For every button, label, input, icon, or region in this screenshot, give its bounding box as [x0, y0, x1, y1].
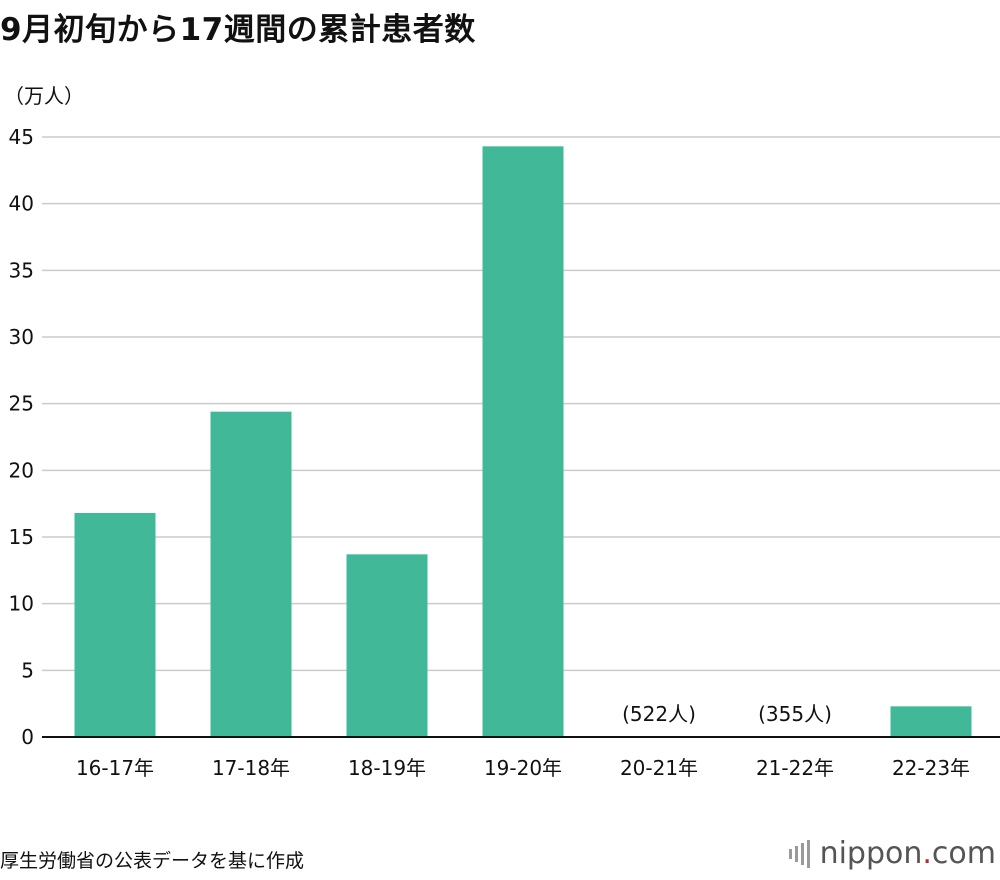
- bar: [346, 554, 428, 737]
- x-tick-label: 17-18年: [212, 756, 290, 780]
- y-tick-label: 15: [9, 525, 34, 549]
- data-label: (522人): [622, 702, 696, 726]
- bar: [210, 411, 292, 737]
- y-tick-label: 40: [9, 192, 34, 216]
- y-tick-label: 5: [21, 658, 34, 682]
- bar: [74, 513, 156, 737]
- y-tick-label: 45: [9, 125, 34, 149]
- y-tick-label: 25: [9, 392, 34, 416]
- source-note: 厚生労働省の公表データを基に作成: [0, 850, 305, 872]
- x-tick-label: 16-17年: [76, 756, 154, 780]
- logo-name: nippon: [819, 836, 923, 871]
- logo-dot: .: [922, 836, 932, 871]
- bar-chart: 0 5 10 15 20 25 30 35 40 45 16-17年 17-18年 18-19年 19-2…: [9, 125, 1000, 780]
- y-tick-label: 35: [9, 258, 34, 282]
- x-tick-label: 22-23年: [892, 756, 970, 780]
- data-label: (355人): [758, 702, 832, 726]
- bar: [482, 146, 564, 738]
- y-tick-label: 30: [9, 325, 34, 349]
- x-tick-label: 21-22年: [756, 756, 834, 780]
- y-tick-label: 20: [9, 458, 34, 482]
- bar: [890, 706, 972, 737]
- x-tick-label: 20-21年: [620, 756, 698, 780]
- nippon-logo: nippon.com: [788, 836, 996, 871]
- y-tick-label: 0: [21, 725, 34, 749]
- x-tick-label: 18-19年: [348, 756, 426, 780]
- chart-title: 9月初旬から17週間の累計患者数: [0, 12, 476, 48]
- y-axis-unit-label: （万人）: [4, 84, 84, 108]
- y-tick-label: 10: [9, 592, 34, 616]
- nippon-bars-icon: [788, 839, 810, 868]
- logo-tld: com: [931, 836, 996, 871]
- x-tick-label: 19-20年: [484, 756, 562, 780]
